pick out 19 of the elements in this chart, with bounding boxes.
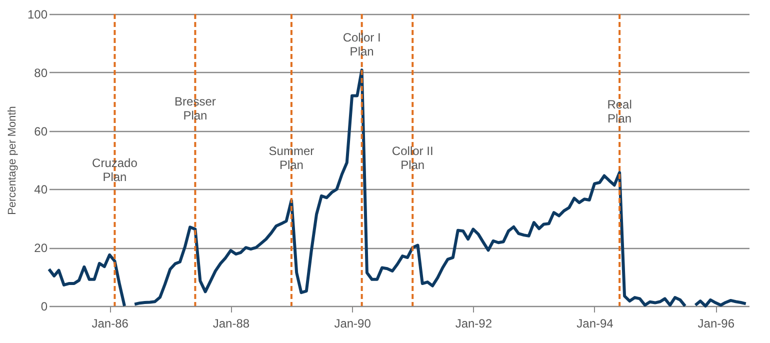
- x-tick-label: Jan-94: [576, 316, 614, 330]
- y-tick-label: 100: [27, 8, 48, 22]
- annotation: Real Plan: [607, 98, 632, 126]
- y-tick-label: 60: [34, 124, 48, 138]
- y-tick-label: 80: [34, 66, 48, 80]
- y-tick-label: 20: [34, 241, 48, 256]
- x-tick-label: Jan-90: [334, 316, 372, 330]
- annotation: Collor I Plan: [342, 30, 381, 58]
- x-tick-label: Jan-96: [698, 316, 735, 330]
- annotation: Cruzado Plan: [92, 156, 138, 184]
- y-tick-label: 40: [34, 182, 48, 197]
- x-tick-label: Jan-86: [92, 316, 129, 330]
- y-tick-label: 0: [40, 300, 48, 314]
- annotation: Bresser Plan: [174, 94, 216, 123]
- annotation: Summer Plan: [268, 144, 314, 172]
- x-tick-label: Jan-92: [455, 316, 492, 330]
- y-axis-title: Percentage per Month: [6, 106, 18, 215]
- x-tick-label: Jan-88: [212, 316, 250, 330]
- annotation: Collor II Plan: [392, 144, 434, 172]
